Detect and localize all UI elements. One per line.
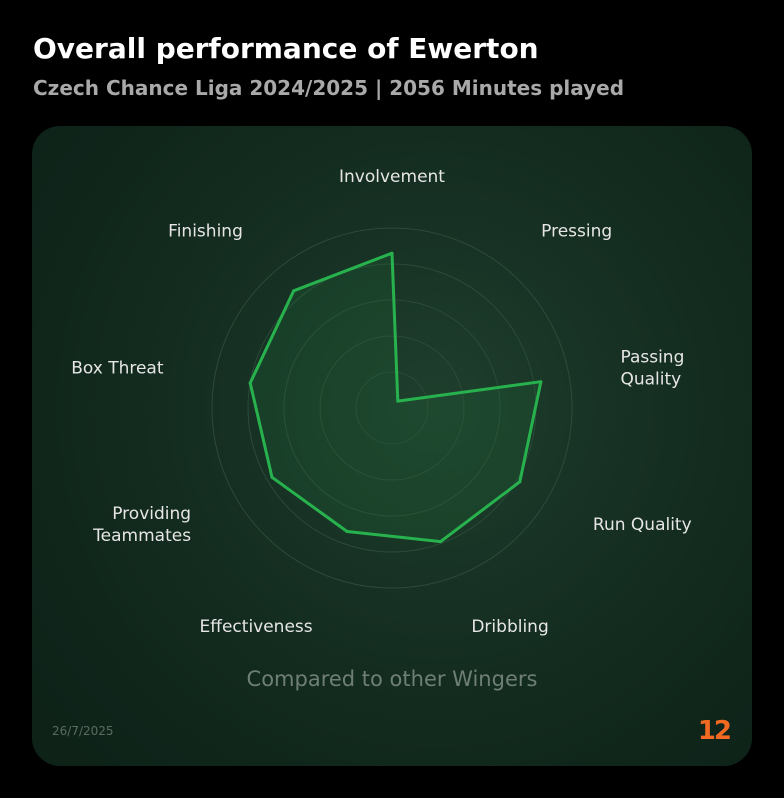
page-title: Overall performance of Ewerton [33,32,539,65]
date-label: 26/7/2025 [52,724,114,738]
radar-point [345,529,349,533]
page-subtitle: Czech Chance Liga 2024/2025 | 2056 Minut… [33,76,625,100]
radar-point [518,480,522,484]
axis-label: Involvement [339,167,445,187]
radar-point [539,380,543,384]
axis-label: Pressing [541,221,612,241]
axis-label: Effectiveness [200,617,313,637]
radar-point [248,381,252,385]
grid-ring [319,335,465,481]
radar-chart: Involvement Pressing Passing Quality Run Qua… [71,167,692,691]
grid-ring [283,299,501,517]
comparison-caption: Compared to other Wingers [247,667,538,691]
axis-label: Dribbling [471,617,548,637]
brand-logo: 12 [697,716,732,746]
axis-label: Finishing [168,221,243,241]
axis-label: Providing Teammates [92,504,191,546]
radar-point [439,540,443,544]
axis-label: Passing Quality [620,348,684,390]
radar-point [396,399,400,403]
radar-point [390,251,394,255]
axis-label: Box Threat [71,359,164,379]
chart-card: Involvement Pressing Passing Quality Run Qua… [32,126,752,766]
radar-series-line [248,251,543,544]
grid-ring [211,227,573,589]
axis-label: Run Quality [593,515,692,535]
radar-point [270,475,274,479]
radar-point [292,289,296,293]
grid-ring [355,371,429,445]
